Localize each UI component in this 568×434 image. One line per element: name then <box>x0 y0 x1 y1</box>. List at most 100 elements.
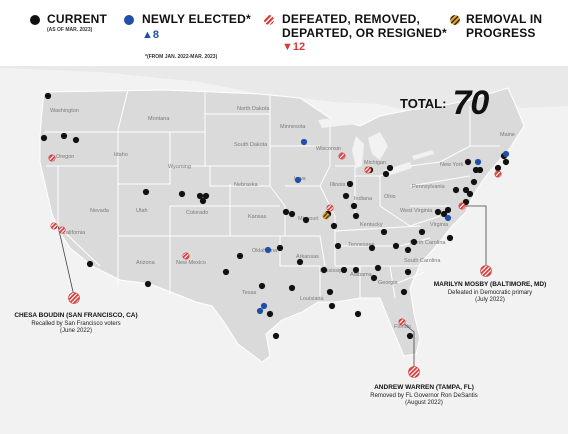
state-label: New York <box>440 162 463 168</box>
state-label: Wisconsin <box>316 146 341 152</box>
defeated-callout-marker <box>68 292 80 304</box>
current-marker <box>60 132 68 140</box>
current-marker <box>494 164 502 172</box>
current-markers <box>40 92 510 340</box>
newly-elected-marker <box>300 138 308 146</box>
defeated-markers <box>48 152 502 378</box>
defeated-marker <box>364 166 372 174</box>
current-dot-icon <box>30 15 40 25</box>
state-label: Georgia <box>378 280 399 286</box>
current-marker <box>446 234 454 242</box>
newly-elected-marker <box>474 158 482 166</box>
callout-line: (August 2022) <box>405 400 443 406</box>
callout-line: Defeated in Democratic primary <box>447 289 533 296</box>
current-marker <box>282 208 290 216</box>
state-label: Montana <box>148 116 170 122</box>
current-marker <box>354 310 362 318</box>
defeated-marker <box>326 204 334 212</box>
callout-line: (July 2022) <box>475 297 505 303</box>
current-marker <box>40 134 48 142</box>
state-label: Tennessee <box>348 242 375 248</box>
current-marker <box>296 258 304 266</box>
defeated-marker <box>494 170 502 178</box>
removal-markers <box>322 212 330 220</box>
defeated-marker <box>182 252 190 260</box>
state-label: Louisiana <box>300 296 324 302</box>
newly-elected-marker <box>256 307 264 315</box>
state-label: Colorado <box>186 210 208 216</box>
current-marker <box>272 332 280 340</box>
current-marker <box>202 192 210 200</box>
current-marker <box>342 192 350 200</box>
callout-mosby: MARILYN MOSBY (BALTIMORE, MD) Defeated i… <box>420 281 560 305</box>
state-label: California <box>62 230 86 236</box>
current-marker <box>368 244 376 252</box>
state-label: Kansas <box>248 214 267 220</box>
state-label: Alabama <box>350 272 373 278</box>
current-marker <box>374 264 382 272</box>
newly-elected-markers <box>256 138 510 315</box>
current-marker <box>236 252 244 260</box>
total-value: 70 <box>452 84 489 122</box>
state-label: Virginia <box>430 222 449 228</box>
defeated-marker <box>398 318 406 326</box>
callout-line: Removed by FL Governor Ron DeSantis <box>370 392 478 399</box>
defeated-marker <box>338 152 346 160</box>
current-marker <box>340 266 348 274</box>
defeated-marker <box>458 202 466 210</box>
state-label: Illinois <box>330 182 346 188</box>
current-marker <box>328 302 336 310</box>
current-marker <box>288 210 296 218</box>
state-label: Nebraska <box>234 182 258 188</box>
state-label: Oklahoma <box>252 248 278 254</box>
current-marker <box>288 284 296 292</box>
state-label: Florida <box>394 324 412 330</box>
defeated-dot-icon <box>264 15 274 25</box>
current-marker <box>392 242 400 250</box>
state-label: Oregon <box>56 154 74 160</box>
current-marker <box>370 274 378 282</box>
state-label: South Carolina <box>404 258 441 264</box>
current-marker <box>400 288 408 296</box>
current-marker <box>350 202 358 210</box>
current-marker <box>464 158 472 166</box>
current-marker <box>404 268 412 276</box>
callout-line: (June 2022) <box>59 328 93 334</box>
current-marker <box>410 238 418 246</box>
current-marker <box>502 158 510 166</box>
current-marker <box>440 210 448 218</box>
current-marker <box>434 208 442 216</box>
defeated-marker <box>50 222 58 230</box>
current-marker <box>199 197 207 205</box>
callout-boudin: CHESA BOUDIN (SAN FRANCISCO, CA) Recalle… <box>6 312 146 336</box>
state-label: Utah <box>136 208 148 214</box>
state-label: Minnesota <box>280 124 306 130</box>
legend-footnote: *(FROM JAN. 2022-MAR. 2023) <box>145 54 218 60</box>
state-label: Washington <box>50 108 79 114</box>
defeated-marker <box>48 154 56 162</box>
current-marker <box>406 332 414 340</box>
callout-line: Recalled by San Francisco voters <box>31 320 121 327</box>
us-map: Washington Oregon California Nevada Idah… <box>0 66 568 434</box>
callout-name: CHESA BOUDIN (SAN FRANCISCO, CA) <box>14 312 138 319</box>
newly-elected-marker <box>444 214 452 222</box>
newly-elected-marker <box>294 176 302 184</box>
current-marker <box>142 188 150 196</box>
newly-elected-marker <box>264 246 272 254</box>
current-marker <box>334 242 342 250</box>
current-marker <box>418 228 426 236</box>
newly-elected-marker <box>502 150 510 158</box>
state-label: Wyoming <box>168 164 191 170</box>
current-marker <box>72 136 80 144</box>
current-marker <box>222 268 230 276</box>
current-marker <box>178 190 186 198</box>
defeated-callout-marker <box>408 366 420 378</box>
legend-newly-elected: NEWLY ELECTED* ▲8 <box>142 12 251 41</box>
state-label: North Carolina <box>410 240 446 246</box>
legend-current: CURRENT (AS OF MAR. 2023) <box>47 12 108 33</box>
current-marker <box>382 170 390 178</box>
state-label: North Dakota <box>237 106 270 112</box>
current-marker <box>302 216 310 224</box>
total-count: TOTAL: 70 <box>400 84 489 123</box>
current-marker <box>444 206 452 214</box>
